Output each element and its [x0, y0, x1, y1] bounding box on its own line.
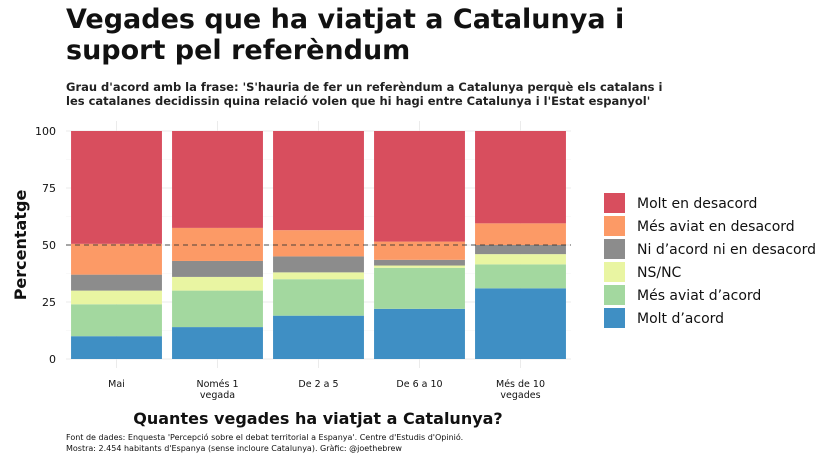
- bar-segment-5-cat-4: [475, 131, 566, 224]
- bar-segment-5-cat-3: [374, 131, 465, 242]
- bar-segment-4-cat-2: [273, 230, 364, 257]
- bar-segment-2-cat-1: [172, 276, 263, 291]
- y-axis-title: Percentatge: [11, 190, 30, 301]
- legend-swatch: [604, 262, 625, 282]
- bar-segment-2-cat-4: [475, 254, 566, 265]
- y-tick-label: 75: [42, 182, 56, 195]
- bar-segment-5-cat-0: [71, 131, 162, 244]
- legend-swatch: [604, 285, 625, 305]
- bar-segment-3-cat-1: [172, 260, 263, 277]
- x-tick-label: Mai: [108, 379, 125, 390]
- chart-subtitle: Grau d'acord amb la frase: 'S'hauria de …: [66, 80, 663, 108]
- bar-segment-5-cat-1: [172, 131, 263, 228]
- y-tick-label: 100: [35, 125, 56, 138]
- legend-label: Més aviat d’acord: [637, 288, 761, 304]
- caption-source: Font de dades: Enquesta 'Percepció sobre…: [66, 433, 464, 442]
- legend: Molt en desacord Més aviat en desacord Ni …: [604, 193, 816, 328]
- legend-label: Ni d’acord ni en desacord: [637, 242, 816, 258]
- bar-segment-1-cat-2: [273, 279, 364, 316]
- bar-segment-2-cat-0: [71, 290, 162, 305]
- bar-segment-4-cat-1: [172, 227, 263, 261]
- bar-segment-4-cat-4: [475, 223, 566, 245]
- x-tick-label: Només 1: [196, 379, 238, 390]
- x-tick-label: vegades: [500, 390, 540, 401]
- legend-swatch: [604, 239, 625, 259]
- x-tick-label: De 2 a 5: [298, 379, 338, 390]
- bar-segment-1-cat-0: [71, 304, 162, 337]
- bar-segment-3-cat-3: [374, 259, 465, 266]
- y-tick-label: 0: [49, 353, 56, 366]
- bar-segment-4-cat-3: [374, 241, 465, 260]
- caption-sample: Mostra: 2.454 habitants d'Espanya (sense…: [66, 444, 402, 453]
- y-tick-label: 50: [42, 239, 56, 252]
- bar-segment-1-cat-4: [475, 264, 566, 289]
- chart-title: Vegades que ha viatjat a Catalunya i sup…: [66, 4, 625, 66]
- x-axis-title: Quantes vegades ha viatjat a Catalunya?: [133, 409, 502, 428]
- x-tick-label: vegada: [200, 390, 235, 401]
- y-tick-labels: 0 25 50 75 100: [35, 125, 56, 366]
- bar-segment-0-cat-2: [273, 315, 364, 359]
- bar-segment-4-cat-0: [71, 243, 162, 275]
- legend-swatch: [604, 308, 625, 328]
- bar-segment-2-cat-2: [273, 272, 364, 280]
- bar-segment-2-cat-3: [374, 265, 465, 268]
- x-tick-label: De 6 a 10: [396, 379, 442, 390]
- bar-segment-1-cat-3: [374, 267, 465, 309]
- legend-swatch: [604, 216, 625, 236]
- bar-segment-3-cat-2: [273, 256, 364, 273]
- bar-segment-3-cat-4: [475, 245, 566, 255]
- bar-segment-0-cat-3: [374, 308, 465, 359]
- bar-segment-1-cat-1: [172, 290, 263, 328]
- bar-segment-0-cat-4: [475, 288, 566, 359]
- x-tick-label: Més de 10: [496, 379, 545, 390]
- bar-segment-0-cat-1: [172, 327, 263, 359]
- legend-label: Molt d’acord: [637, 311, 724, 327]
- legend-swatch: [604, 193, 625, 213]
- bar-segment-5-cat-2: [273, 131, 364, 231]
- bars: [71, 131, 566, 359]
- bar-segment-0-cat-0: [71, 336, 162, 359]
- legend-label: Més aviat en desacord: [637, 219, 795, 235]
- bar-segment-3-cat-0: [71, 274, 162, 291]
- legend-label: NS/NC: [637, 265, 682, 281]
- y-tick-label: 25: [42, 296, 56, 309]
- chart-caption: Font de dades: Enquesta 'Percepció sobre…: [66, 432, 626, 454]
- legend-label: Molt en desacord: [637, 196, 757, 212]
